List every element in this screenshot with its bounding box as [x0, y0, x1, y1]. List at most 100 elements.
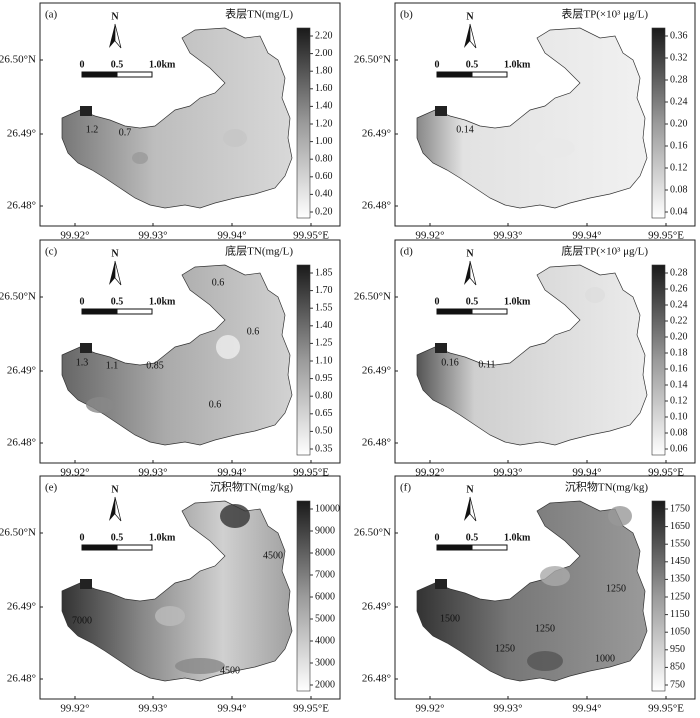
lat-label: 26.49° [362, 128, 391, 140]
contour-zone [220, 504, 250, 528]
map-panel: 0.14 (b) 表层TP(×10³ μg/L) 0.04 0.08 0.12 0.16 0.… [354, 2, 696, 242]
scale-bar [116, 308, 153, 315]
north-label: N [111, 11, 119, 22]
colorbar-tick-label: 0.04 [670, 206, 688, 217]
scale-label: 0.5 [466, 532, 479, 543]
colorbar-tick-label: 1650 [670, 521, 690, 532]
panel-label: (b) [400, 9, 413, 21]
lake-shape [416, 264, 648, 446]
lon-label: 99.93° [493, 230, 522, 242]
north-arrow [464, 24, 470, 48]
north-arrow [464, 261, 470, 285]
map-panel: 0.16 0.11 (d) 底层TP(×10³ μg/L) 0.06 0.08 0.10 0.… [354, 239, 696, 479]
lon-label: 99.92° [415, 230, 444, 242]
contour-label: 1250 [606, 583, 626, 594]
north-arrow [469, 23, 477, 49]
contour-label: 4500 [220, 665, 240, 676]
colorbar-tick-label: 0.16 [670, 363, 688, 374]
scale-bar [81, 308, 118, 315]
lat-label: 26.48° [7, 437, 36, 449]
colorbar-tick-label: 0.12 [670, 395, 688, 406]
colorbar-tick-label: 0.40 [315, 189, 333, 200]
contour-label: 0.85 [146, 360, 164, 371]
lon-label: 99.92° [60, 230, 89, 242]
lon-label: 99.95°E [648, 230, 684, 242]
panel-label: (c) [45, 246, 58, 258]
colorbar-tick-label: 0.20 [670, 118, 688, 129]
lon-label: 99.93° [138, 703, 167, 715]
north-arrow [114, 260, 122, 286]
scale-bar [81, 71, 118, 78]
colorbar-tick-label: 0.65 [315, 408, 333, 419]
scale-bar [116, 544, 153, 551]
inflow-tab [435, 579, 447, 589]
colorbar [651, 500, 666, 692]
inflow-tab [80, 106, 92, 116]
north-label: N [466, 248, 474, 259]
lat-label: 26.50°N [0, 291, 36, 303]
lake-shape [416, 27, 648, 209]
scale-label: 1.0km [504, 532, 531, 543]
lat-label: 26.49° [7, 365, 36, 377]
scale-label: 1.0km [149, 532, 176, 543]
colorbar-tick-label: 0.22 [670, 315, 688, 326]
contour-zone [540, 566, 570, 586]
colorbar-tick-label: 1.40 [315, 101, 333, 112]
scale-bar [471, 308, 508, 315]
colorbar-tick-label: 7000 [315, 569, 335, 580]
lat-label: 26.49° [362, 365, 391, 377]
contour-zone [535, 138, 575, 158]
scale-label: 1.0km [504, 59, 531, 70]
map-panel: 0.60.61.3 1.1 0.850.6(c) 底层TN(mg/L)0.350.50… [0, 239, 341, 479]
lake-shape [416, 500, 648, 682]
lat-label: 26.50°N [354, 291, 391, 303]
contour-label: 1.1 [106, 360, 119, 371]
lake: 0.16 0.11 [416, 264, 648, 446]
contour-zone [155, 606, 185, 626]
colorbar-tick-label: 8000 [315, 547, 335, 558]
scale-label: 0 [80, 532, 85, 543]
contour-zone [585, 287, 605, 303]
lake: 4500 7000 4500 [61, 500, 293, 682]
north-arrow [109, 24, 115, 48]
scale-bar [471, 544, 508, 551]
colorbar-tick-label: 0.95 [315, 373, 333, 384]
scale-bar [81, 544, 118, 551]
colorbar-tick-label: 0.80 [315, 153, 333, 164]
scale-label: 0 [80, 59, 85, 70]
contour-label: 1.3 [76, 357, 89, 368]
panel-label: (a) [45, 9, 58, 21]
lon-label: 99.92° [415, 703, 444, 715]
contour-label: 0.6 [212, 277, 225, 288]
colorbar-tick-label: 3000 [315, 657, 335, 668]
colorbar-tick-label: 0.80 [315, 390, 333, 401]
colorbar-tick-label: 4000 [315, 635, 335, 646]
scale-label: 0.5 [466, 296, 479, 307]
lat-label: 26.48° [362, 437, 391, 449]
panel-title: 底层TN(mg/L) [225, 244, 293, 258]
contour-zone [608, 506, 632, 526]
colorbar-tick-label: 0.20 [670, 331, 688, 342]
north-label: N [111, 484, 119, 495]
north-label: N [111, 248, 119, 259]
scale-label: 0 [435, 296, 440, 307]
scale-label: 1.0km [149, 296, 176, 307]
lat-label: 26.48° [362, 200, 391, 212]
colorbar-tick-label: 0.20 [315, 206, 333, 217]
colorbar-tick-label: 0.32 [670, 52, 688, 63]
lat-label: 26.49° [7, 128, 36, 140]
contour-label: 0.14 [456, 124, 474, 135]
contour-zone [223, 129, 247, 147]
scale-label: 1.0km [504, 296, 531, 307]
colorbar-tick-label: 750 [670, 679, 685, 690]
colorbar-tick-label: 0.08 [670, 184, 688, 195]
panel-label: (e) [45, 482, 58, 494]
colorbar-tick-label: 0.28 [670, 74, 688, 85]
colorbar-tick-label: 5000 [315, 613, 335, 624]
contour-label: 1.2 [86, 124, 99, 135]
lat-label: 26.48° [362, 673, 391, 685]
colorbar-tick-label: 2000 [315, 679, 335, 690]
colorbar-tick-label: 1050 [670, 626, 690, 637]
lon-label: 99.95°E [648, 703, 684, 715]
panel-title: 沉积物TN(mg/kg) [210, 480, 293, 494]
